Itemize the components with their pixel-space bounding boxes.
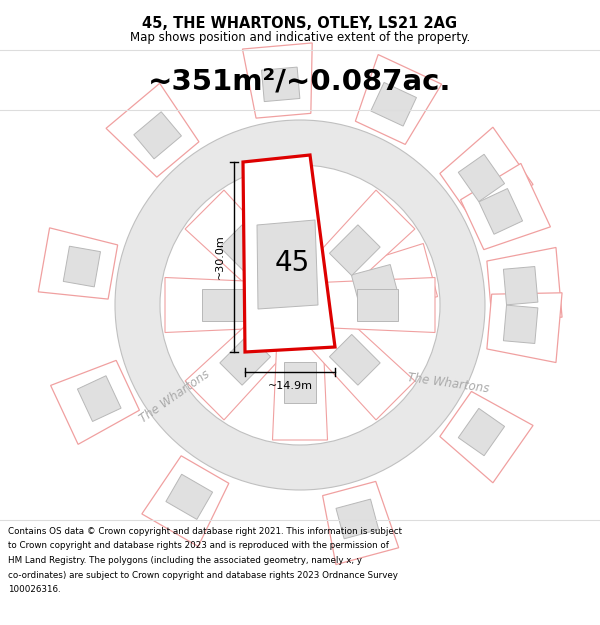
Polygon shape xyxy=(165,278,280,332)
Polygon shape xyxy=(461,163,550,249)
Polygon shape xyxy=(329,225,380,276)
Polygon shape xyxy=(352,264,398,306)
Polygon shape xyxy=(134,112,181,159)
Text: The Whartons: The Whartons xyxy=(137,368,212,426)
Polygon shape xyxy=(320,278,435,332)
Polygon shape xyxy=(106,83,199,177)
Polygon shape xyxy=(440,391,533,482)
Polygon shape xyxy=(503,266,538,305)
Polygon shape xyxy=(202,289,242,321)
Polygon shape xyxy=(284,362,316,403)
Text: co-ordinates) are subject to Crown copyright and database rights 2023 Ordnance S: co-ordinates) are subject to Crown copyr… xyxy=(8,571,398,579)
Polygon shape xyxy=(185,303,302,420)
Polygon shape xyxy=(142,456,229,546)
Polygon shape xyxy=(487,248,562,318)
Text: Contains OS data © Crown copyright and database right 2021. This information is : Contains OS data © Crown copyright and d… xyxy=(8,527,402,536)
Text: HM Land Registry. The polygons (including the associated geometry, namely x, y: HM Land Registry. The polygons (includin… xyxy=(8,556,362,565)
Polygon shape xyxy=(242,43,312,118)
Polygon shape xyxy=(440,127,533,219)
Polygon shape xyxy=(458,408,505,456)
Polygon shape xyxy=(298,190,415,307)
Polygon shape xyxy=(503,305,538,344)
Text: Map shows position and indicative extent of the property.: Map shows position and indicative extent… xyxy=(130,31,470,44)
Polygon shape xyxy=(358,289,398,321)
Circle shape xyxy=(115,120,485,490)
Polygon shape xyxy=(220,225,271,276)
Text: to Crown copyright and database rights 2023 and is reproduced with the permissio: to Crown copyright and database rights 2… xyxy=(8,541,389,551)
Polygon shape xyxy=(262,67,300,102)
Polygon shape xyxy=(329,334,380,385)
Polygon shape xyxy=(355,54,442,144)
Polygon shape xyxy=(487,292,562,362)
Text: 100026316.: 100026316. xyxy=(8,585,61,594)
Text: 45: 45 xyxy=(274,249,310,277)
Text: The Whartons: The Whartons xyxy=(406,371,490,395)
Polygon shape xyxy=(313,244,437,321)
Polygon shape xyxy=(77,376,121,421)
Circle shape xyxy=(160,165,440,445)
Polygon shape xyxy=(63,246,100,287)
Text: ~30.0m: ~30.0m xyxy=(215,234,225,279)
Polygon shape xyxy=(257,220,318,309)
Polygon shape xyxy=(371,82,416,126)
Polygon shape xyxy=(458,154,505,202)
Polygon shape xyxy=(38,228,118,299)
Polygon shape xyxy=(272,325,328,440)
Polygon shape xyxy=(220,334,271,385)
Polygon shape xyxy=(166,474,212,519)
Polygon shape xyxy=(185,190,302,307)
Polygon shape xyxy=(50,361,139,444)
Text: ~351m²/~0.087ac.: ~351m²/~0.087ac. xyxy=(148,68,452,96)
Polygon shape xyxy=(323,481,398,564)
Text: 45, THE WHARTONS, OTLEY, LS21 2AG: 45, THE WHARTONS, OTLEY, LS21 2AG xyxy=(142,16,458,31)
Polygon shape xyxy=(336,499,379,539)
Polygon shape xyxy=(298,303,415,420)
Polygon shape xyxy=(243,155,335,352)
Text: ~14.9m: ~14.9m xyxy=(268,381,313,391)
Polygon shape xyxy=(479,189,523,234)
